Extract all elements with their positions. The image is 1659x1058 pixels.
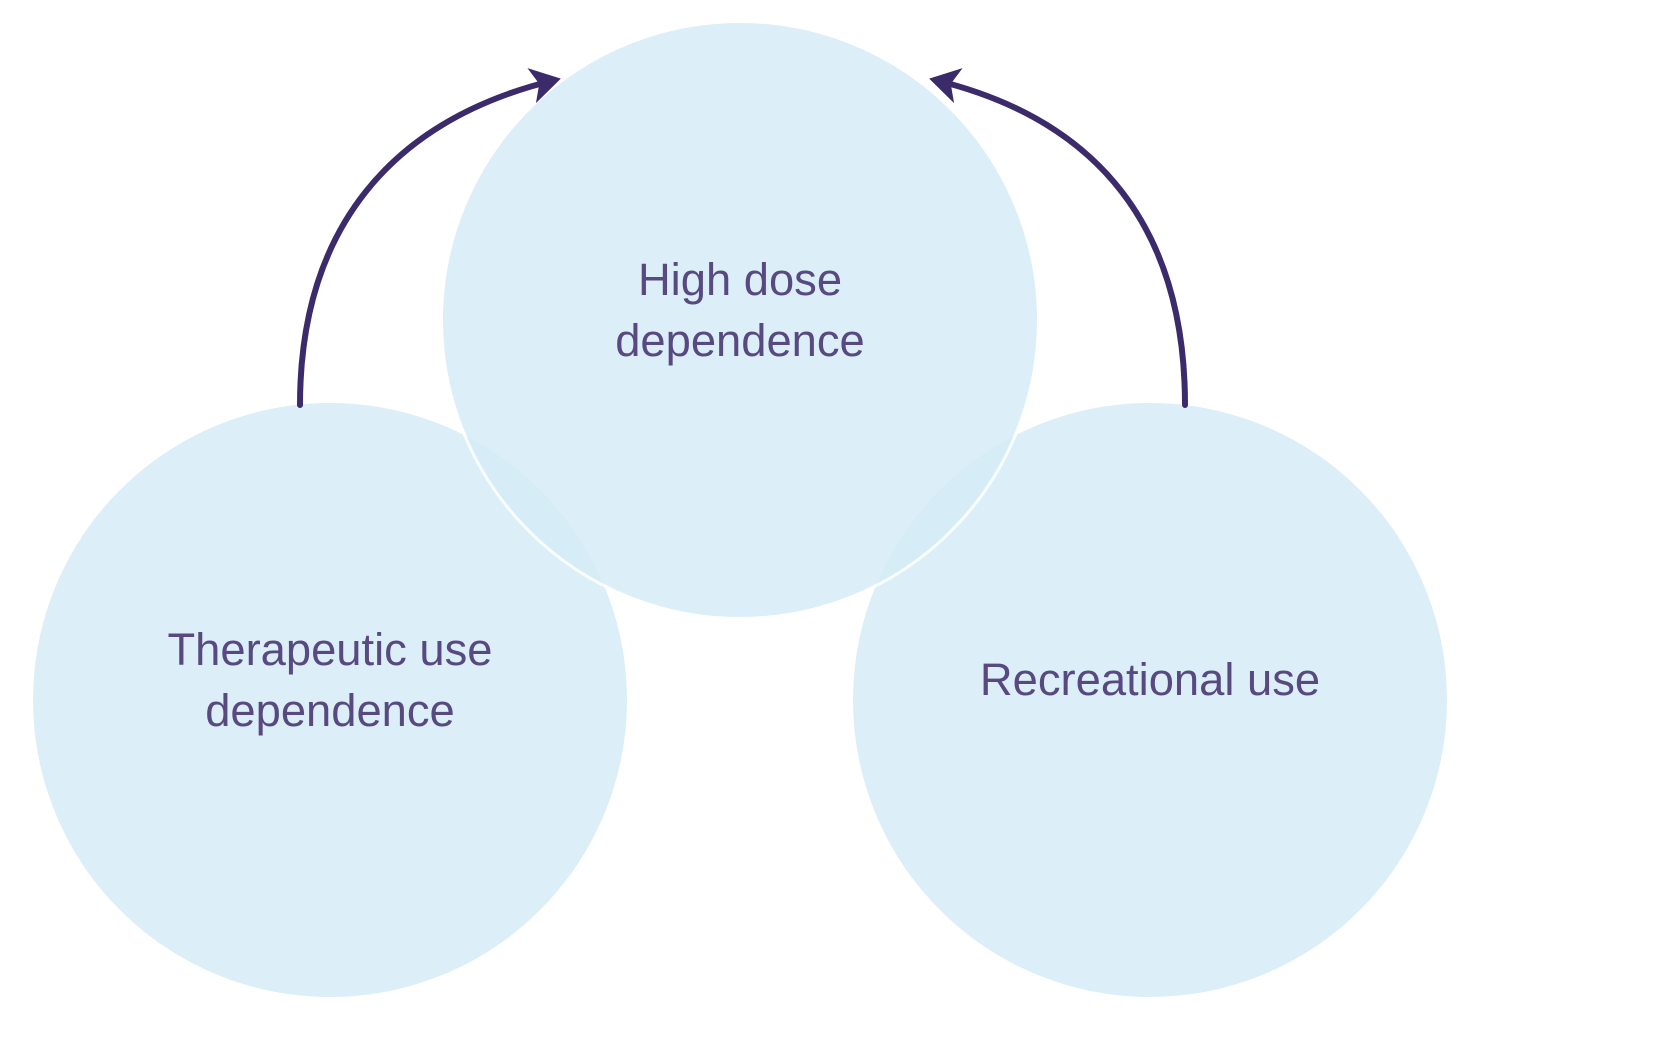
diagram-stage: Therapeutic use dependence Recreational … xyxy=(0,0,1659,1058)
circle-label-right: Recreational use xyxy=(980,649,1320,710)
circle-label-left: Therapeutic use dependence xyxy=(167,619,492,741)
circle-high-dose-dependence: High dose dependence xyxy=(440,20,1040,620)
circle-label-top: High dose dependence xyxy=(615,249,865,371)
